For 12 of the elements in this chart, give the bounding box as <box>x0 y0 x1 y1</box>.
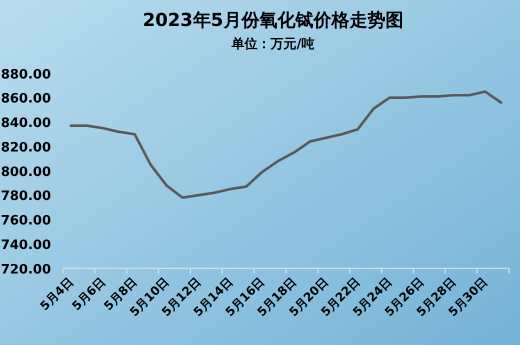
y-tick-label: 820.00 <box>0 140 51 156</box>
y-tick-label: 800.00 <box>0 164 51 180</box>
y-tick-label: 880.00 <box>0 67 51 82</box>
y-tick-label: 860.00 <box>0 92 51 107</box>
y-tick-label: 840.00 <box>0 116 51 132</box>
line-series <box>70 90 502 199</box>
y-tick-label: 780.00 <box>0 189 51 204</box>
chart-title: 2023年5月份氧化铽价格走势图 <box>142 10 404 31</box>
y-tick-label: 740.00 <box>0 238 51 253</box>
chart-subtitle: 单位：万元/吨 <box>230 36 314 52</box>
y-tick-label: 760.00 <box>0 214 51 229</box>
y-tick-label: 720.00 <box>0 262 51 278</box>
